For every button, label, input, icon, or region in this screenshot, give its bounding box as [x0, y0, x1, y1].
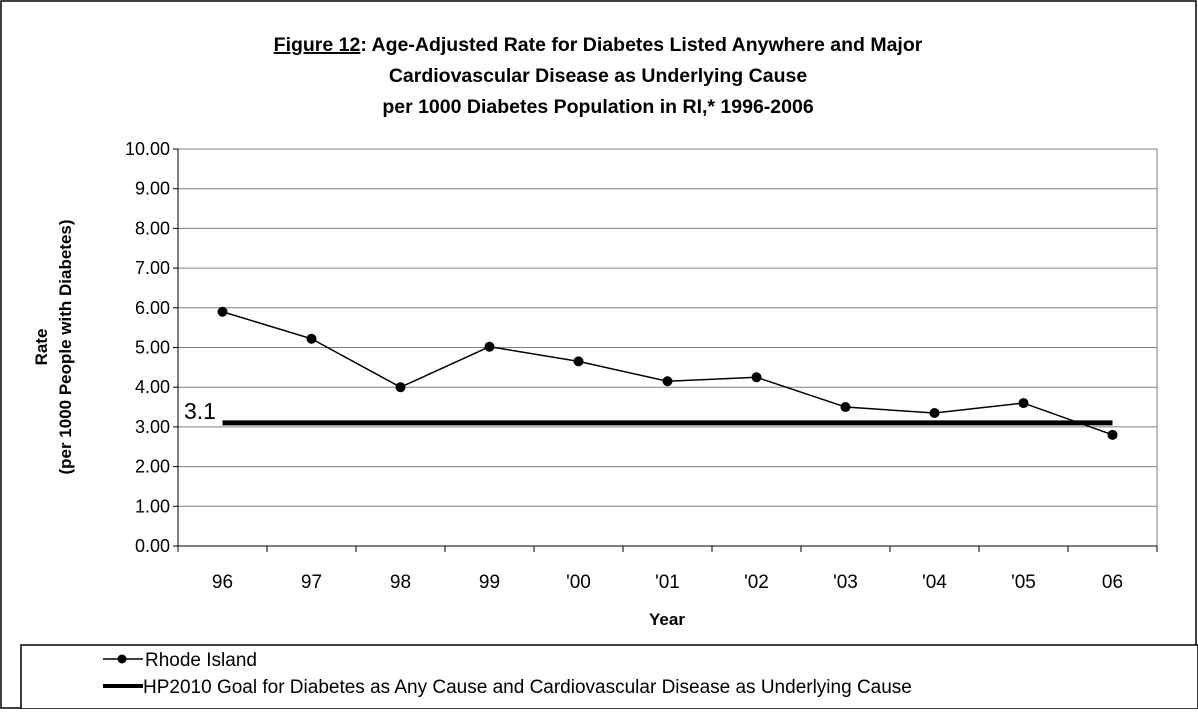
- x-axis-title: Year: [649, 610, 685, 629]
- x-tick-label: '01: [655, 572, 680, 593]
- y-tick-labels: 0.00 1.00 2.00 3.00 4.00 5.00 6.00 7.00 8.00 9.00…: [125, 139, 170, 556]
- y-tick-label: 5.00: [135, 338, 170, 358]
- x-tick-label: '00: [566, 572, 591, 593]
- x-tick-label: '02: [744, 572, 769, 593]
- legend-goal-label: HP2010 Goal for Diabetes as Any Cause an…: [143, 677, 912, 698]
- title-line-1: Figure 12: Age-Adjusted Rate for Diabete…: [274, 34, 923, 56]
- data-point: [662, 376, 673, 387]
- y-tick-label: 2.00: [135, 457, 170, 477]
- y-tick-label: 0.00: [135, 536, 170, 556]
- y-tick-label: 1.00: [135, 496, 170, 516]
- y-tick-label: 4.00: [135, 377, 170, 397]
- legend-rhode-island-label: Rhode Island: [145, 650, 257, 671]
- grid-lines: [178, 148, 1157, 507]
- x-tick-label: 99: [479, 572, 500, 593]
- title-line-2: Cardiovascular Disease as Underlying Cau…: [389, 65, 808, 87]
- data-point: [840, 402, 851, 413]
- data-point: [217, 306, 228, 317]
- data-point: [1018, 398, 1029, 409]
- data-point: [395, 382, 406, 393]
- goal-line-group: 3.1: [184, 398, 1113, 426]
- data-point: [484, 341, 495, 352]
- x-tick-label: '04: [922, 572, 947, 593]
- goal-value-label: 3.1: [184, 398, 216, 424]
- y-axis-title-line-2: (per 1000 People with Diabetes): [56, 219, 75, 474]
- legend-item-hp2010-goal: HP2010 Goal for Diabetes as Any Cause an…: [103, 677, 912, 698]
- chart-title: Figure 12: Age-Adjusted Rate for Diabete…: [274, 34, 923, 118]
- y-tick-label: 9.00: [135, 179, 170, 199]
- data-point: [1107, 429, 1118, 440]
- legend: Rhode Island HP2010 Goal for Diabetes as…: [20, 644, 1198, 710]
- x-tick-label: 98: [390, 572, 411, 593]
- x-tick-label: 96: [212, 572, 233, 593]
- x-tick-label: '05: [1011, 572, 1036, 593]
- axes: [173, 148, 1158, 552]
- data-point: [751, 372, 762, 383]
- y-tick-label: 6.00: [135, 298, 170, 318]
- y-tick-label: 8.00: [135, 218, 170, 238]
- x-tick-label: 06: [1102, 572, 1123, 593]
- legend-box: [20, 644, 1198, 710]
- y-tick-label: 7.00: [135, 258, 170, 278]
- x-tick-label: 97: [301, 572, 322, 593]
- data-point: [573, 356, 584, 367]
- data-point: [929, 408, 940, 419]
- title-line-1-rest: : Age-Adjusted Rate for Diabetes Listed …: [360, 34, 922, 56]
- x-tick-labels: 96 97 98 99 '00 '01 '02 '03 '04 '05 06: [212, 572, 1123, 593]
- y-tick-label: 10.00: [125, 139, 170, 159]
- title-figure-number: Figure 12: [274, 34, 361, 56]
- title-line-3: per 1000 Diabetes Population in RI,* 199…: [382, 96, 813, 118]
- y-axis-title-line-1: Rate: [32, 329, 51, 366]
- series-group: [217, 306, 1118, 440]
- data-point: [306, 333, 317, 344]
- x-tick-label: '03: [833, 572, 858, 593]
- y-tick-label: 3.00: [135, 417, 170, 437]
- legend-rhode-island-marker: [117, 654, 127, 664]
- legend-item-rhode-island: Rhode Island: [103, 650, 257, 671]
